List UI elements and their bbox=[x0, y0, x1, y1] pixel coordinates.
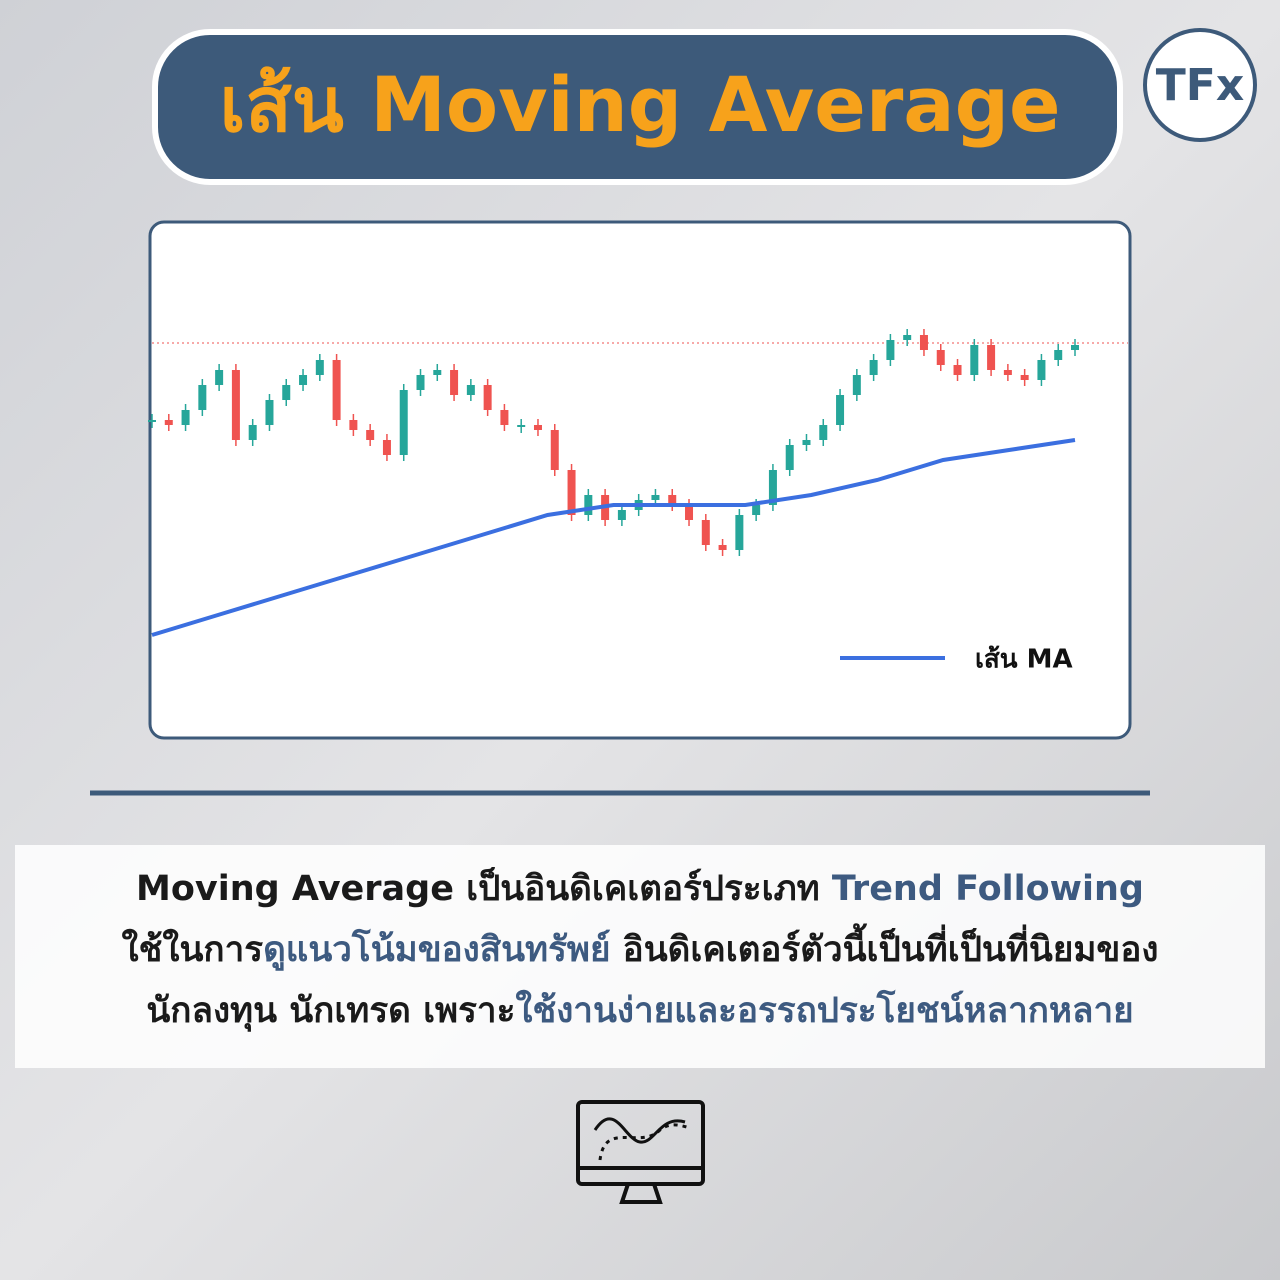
candle bbox=[282, 385, 291, 400]
candle bbox=[349, 420, 358, 430]
candle bbox=[299, 375, 308, 385]
candle bbox=[1020, 375, 1029, 380]
candle bbox=[500, 410, 509, 425]
candle bbox=[685, 505, 694, 520]
candle bbox=[785, 445, 794, 470]
logo: TFx bbox=[1156, 60, 1244, 111]
plot: เส้น MA bbox=[148, 329, 1128, 675]
text-segment: นักลงทุน นักเทรด เพราะ bbox=[146, 991, 515, 1032]
ma-line bbox=[151, 438, 1076, 637]
candle bbox=[987, 345, 996, 370]
candle bbox=[869, 360, 878, 375]
candle bbox=[919, 335, 928, 350]
candle bbox=[718, 545, 727, 550]
candle bbox=[265, 400, 274, 425]
candle bbox=[416, 375, 425, 390]
candle bbox=[936, 350, 945, 365]
title-box bbox=[152, 29, 1123, 185]
candle bbox=[466, 385, 475, 395]
legend-label: เส้น MA bbox=[975, 645, 1073, 675]
candle bbox=[517, 425, 526, 427]
title: เส้น Moving Average bbox=[219, 60, 1060, 149]
candle bbox=[1003, 370, 1012, 375]
candle bbox=[382, 440, 391, 455]
paragraph-line: Moving Average เป็นอินดิเคเตอร์ประเภท Tr… bbox=[136, 866, 1144, 909]
candle bbox=[366, 430, 375, 440]
candle bbox=[903, 335, 912, 340]
candle bbox=[819, 425, 828, 440]
chart-card bbox=[148, 220, 1132, 740]
candle bbox=[315, 360, 324, 375]
candle bbox=[399, 390, 408, 455]
candle bbox=[701, 520, 710, 545]
candle bbox=[450, 370, 459, 395]
candle bbox=[768, 470, 777, 505]
candle bbox=[651, 495, 660, 500]
text-segment: อินดิเคเตอร์ตัวนี้เป็นที่เป็นที่นิยมของ bbox=[611, 923, 1159, 970]
candle bbox=[852, 375, 861, 395]
paragraph-line: ใช้ในการดูแนวโน้มของสินทรัพย์ อินดิเคเตอ… bbox=[122, 923, 1159, 971]
candle bbox=[248, 425, 257, 440]
candle bbox=[735, 515, 744, 550]
candle bbox=[1054, 350, 1063, 360]
candle bbox=[215, 370, 224, 385]
text-segment: ดูแนวโน้มของสินทรัพย์ bbox=[263, 928, 610, 971]
candle bbox=[953, 365, 962, 375]
candle bbox=[802, 440, 811, 445]
candle bbox=[836, 395, 845, 425]
candle bbox=[483, 385, 492, 410]
candle bbox=[752, 505, 761, 515]
candle bbox=[164, 420, 173, 425]
candle bbox=[970, 345, 979, 375]
candle bbox=[617, 510, 626, 520]
candle bbox=[550, 430, 559, 470]
candle bbox=[1037, 360, 1046, 380]
monitor-icon bbox=[576, 1100, 705, 1204]
text-segment: Trend Following bbox=[832, 869, 1144, 909]
candle bbox=[886, 340, 895, 360]
candle bbox=[567, 470, 576, 515]
candle bbox=[668, 495, 677, 505]
candle bbox=[332, 360, 341, 420]
text-panel bbox=[15, 845, 1265, 1068]
candle bbox=[533, 425, 542, 430]
candle bbox=[433, 370, 442, 375]
candle bbox=[198, 385, 207, 410]
text-segment: ใช้งานง่ายและอรรถประโยชน์หลากหลาย bbox=[515, 989, 1133, 1031]
candle bbox=[148, 420, 156, 422]
text-segment: Moving Average เป็นอินดิเคเตอร์ประเภท bbox=[136, 866, 832, 909]
candle bbox=[584, 495, 593, 515]
candle bbox=[1071, 345, 1079, 350]
paragraph: Moving Average เป็นอินดิเคเตอร์ประเภท Tr… bbox=[122, 866, 1159, 1032]
logo-circle bbox=[1143, 28, 1257, 142]
text-segment: ใช้ในการ bbox=[122, 928, 264, 970]
candle bbox=[231, 370, 240, 440]
paragraph-line: นักลงทุน นักเทรด เพราะใช้งานง่ายและอรรถป… bbox=[146, 989, 1133, 1032]
candle bbox=[181, 410, 190, 425]
